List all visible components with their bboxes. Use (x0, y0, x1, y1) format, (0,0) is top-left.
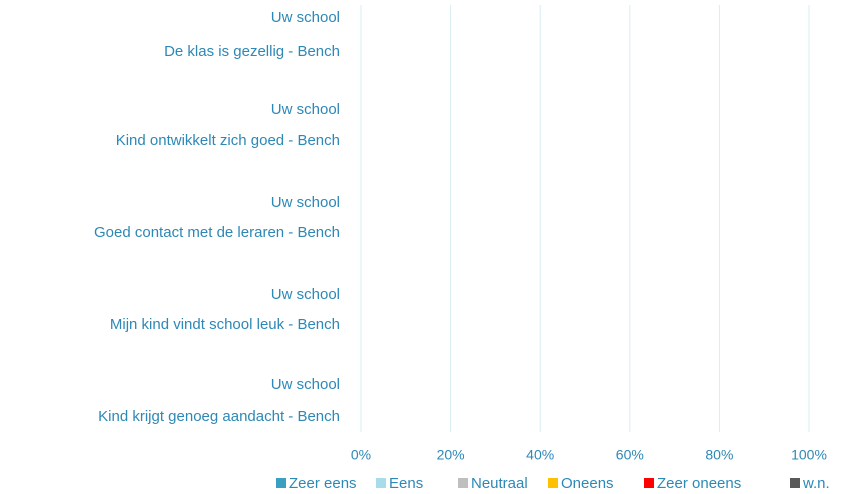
legend-swatch (276, 478, 286, 488)
legend-swatch (548, 478, 558, 488)
y-tick-label: De klas is gezellig - Bench (164, 43, 340, 60)
y-tick-label: Kind ontwikkelt zich goed - Bench (116, 132, 340, 149)
y-tick-label: Uw school (271, 101, 340, 118)
x-tick-label: 80% (705, 447, 733, 463)
y-tick-label: Uw school (271, 9, 340, 26)
y-tick-label: Mijn kind vindt school leuk - Bench (110, 316, 340, 333)
y-tick-label: Goed contact met de leraren - Bench (94, 224, 340, 241)
legend-swatch (790, 478, 800, 488)
legend-swatch (644, 478, 654, 488)
legend-label: Eens (389, 475, 423, 492)
legend-label: w.n. (802, 475, 830, 492)
y-tick-label: Uw school (271, 376, 340, 393)
y-tick-label: Kind krijgt genoeg aandacht - Bench (98, 408, 340, 425)
y-tick-label: Uw school (271, 286, 340, 303)
legend-label: Oneens (561, 475, 614, 492)
legend-label: Neutraal (471, 475, 528, 492)
legend-label: Zeer eens (289, 475, 357, 492)
x-tick-label: 60% (616, 447, 644, 463)
x-tick-label: 100% (791, 447, 827, 463)
y-tick-label: Uw school (271, 194, 340, 211)
x-tick-label: 0% (351, 447, 371, 463)
legend-swatch (458, 478, 468, 488)
legend-label: Zeer oneens (657, 475, 741, 492)
legend-swatch (376, 478, 386, 488)
x-tick-label: 40% (526, 447, 554, 463)
x-tick-label: 20% (437, 447, 465, 463)
